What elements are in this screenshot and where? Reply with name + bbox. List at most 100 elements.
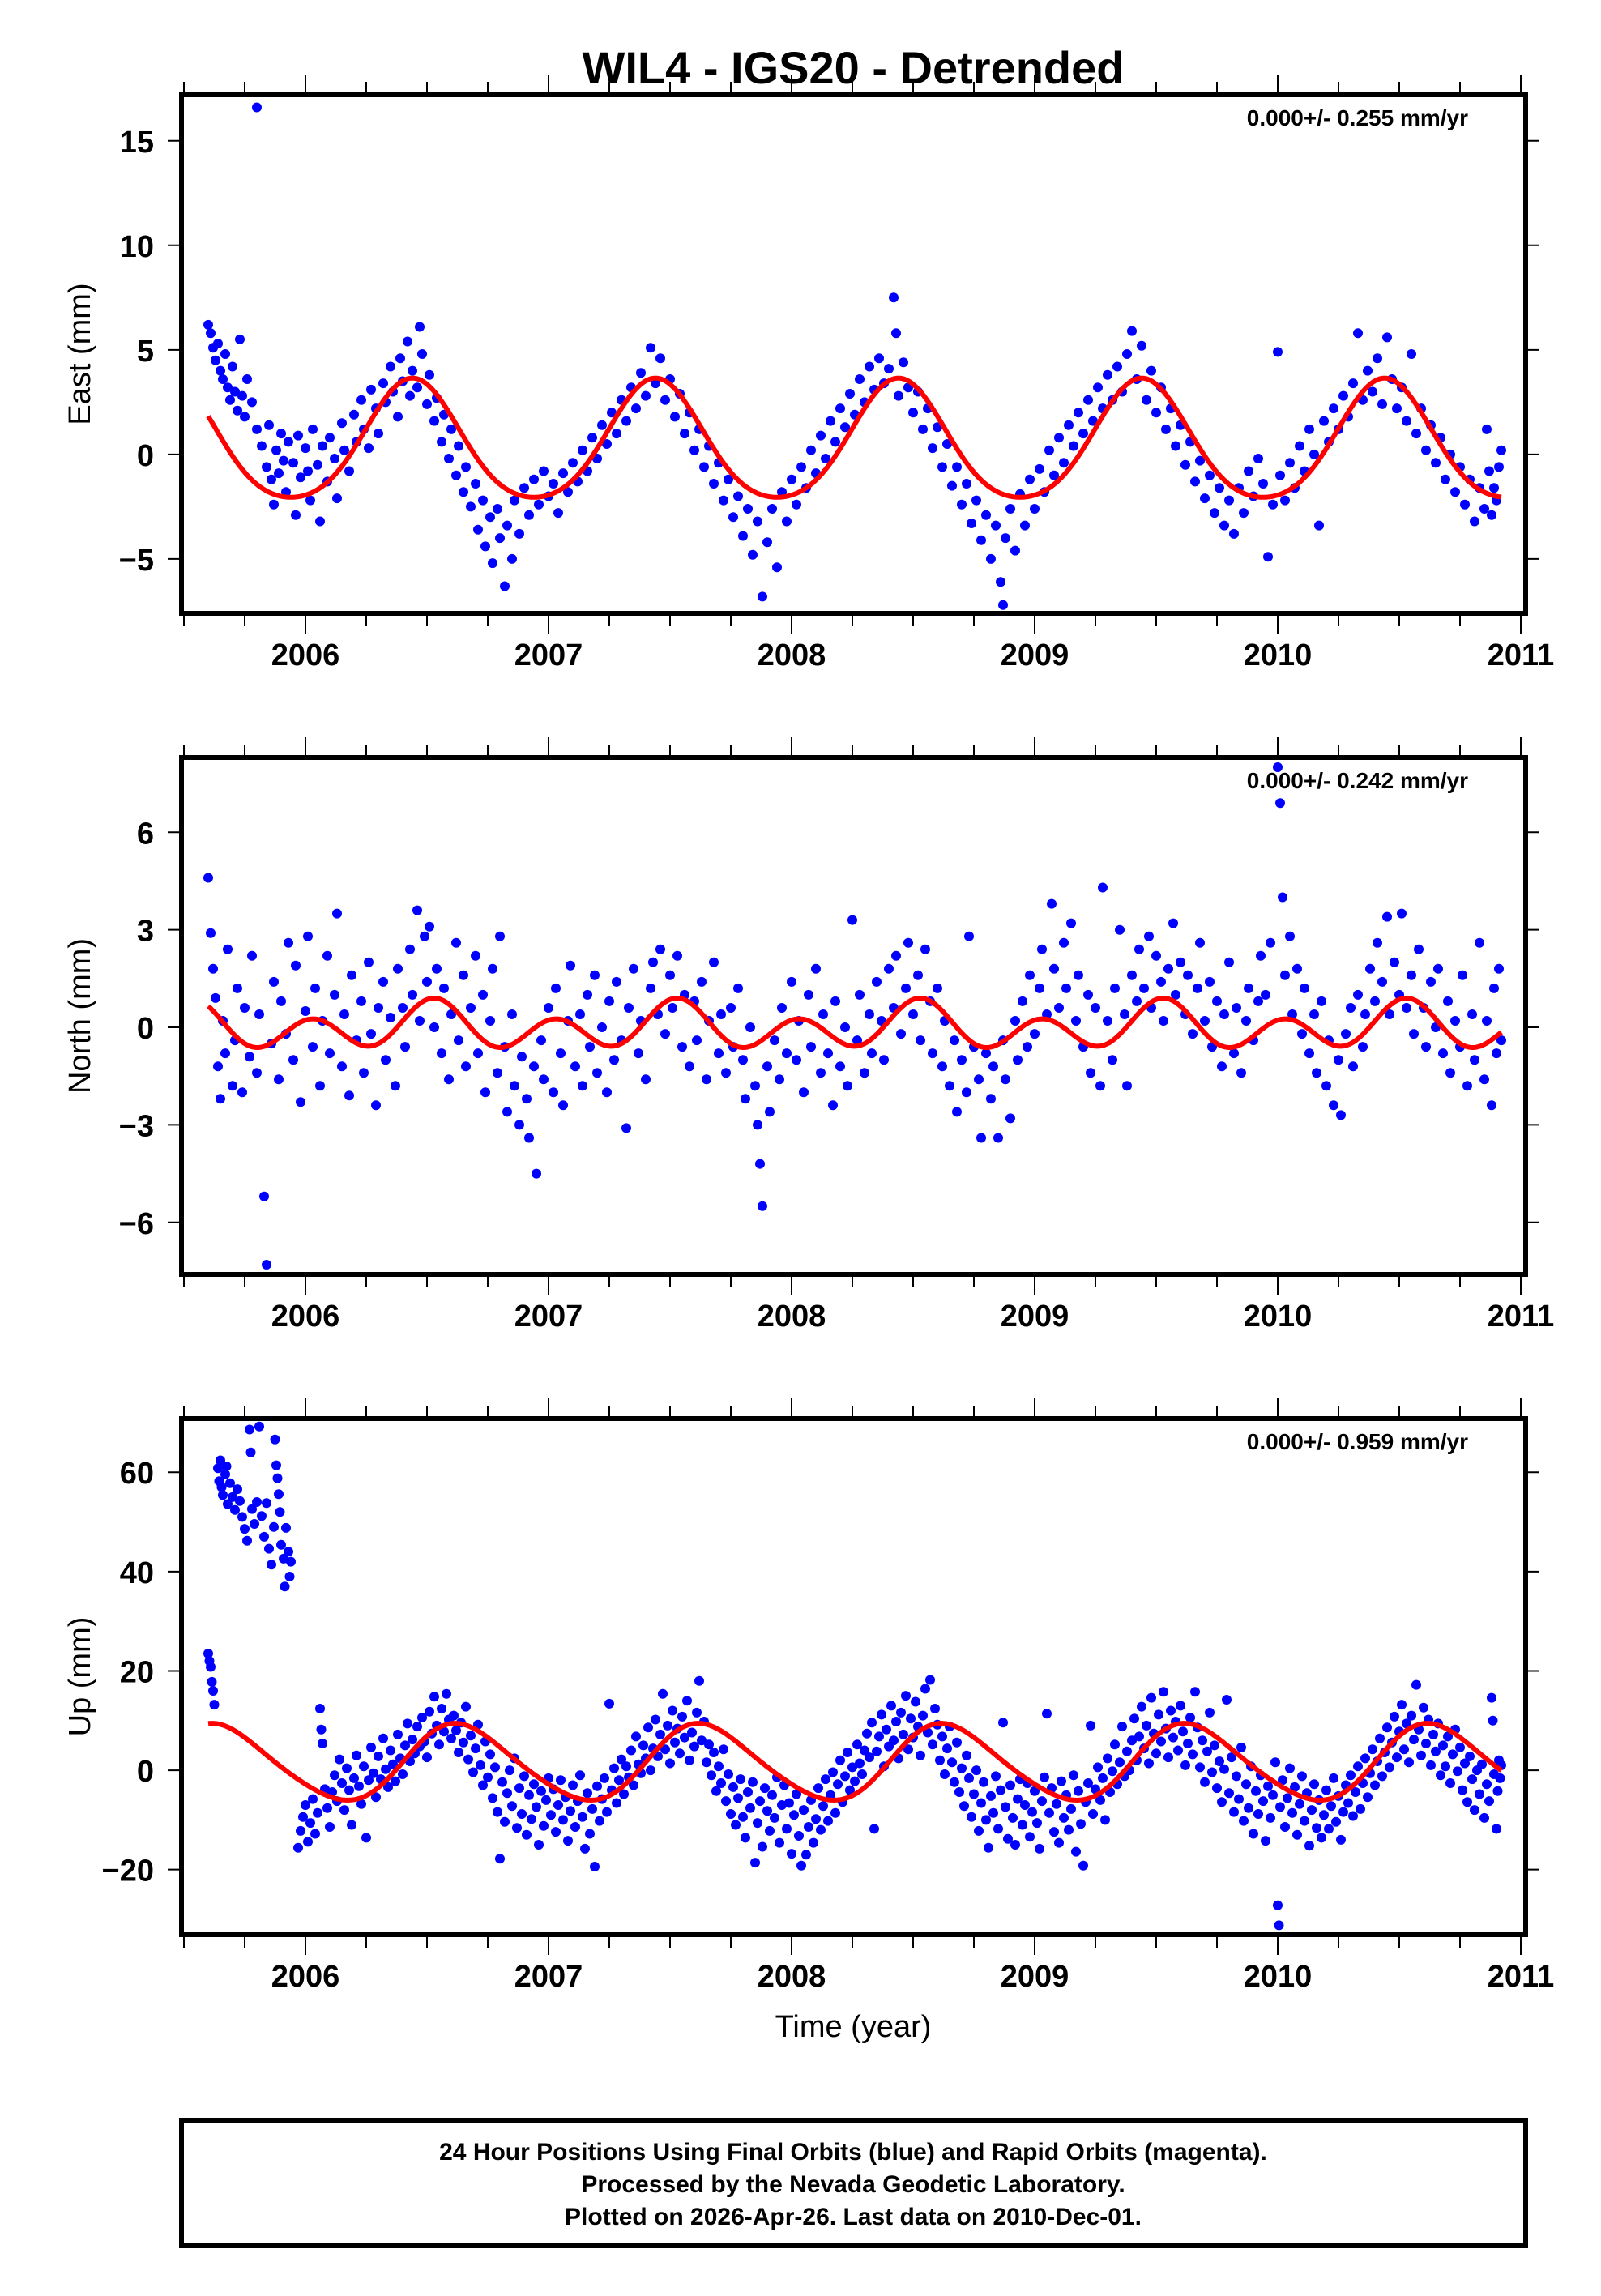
up-data-point (223, 1499, 233, 1509)
east-data-point (405, 390, 415, 401)
north-data-point (408, 989, 417, 1000)
north-data-point (646, 983, 655, 993)
x-tick-label: 2010 (1244, 1300, 1313, 1334)
east-data-point (230, 386, 240, 397)
east-data-point (1059, 458, 1069, 468)
east-data-point (840, 422, 850, 433)
up-data-points (203, 1421, 1506, 1931)
up-data-point (471, 1743, 480, 1754)
east-data-point (1338, 390, 1348, 401)
up-data-point (286, 1556, 296, 1567)
up-data-point (218, 1490, 228, 1500)
up-data-point (1397, 1700, 1407, 1710)
up-data-point (930, 1704, 940, 1713)
up-data-point (369, 1768, 378, 1778)
north-data-point (624, 1003, 634, 1013)
north-data-point (1224, 957, 1234, 967)
up-data-point (796, 1860, 806, 1871)
east-data-point (1494, 462, 1504, 472)
east-data-point (344, 466, 354, 476)
up-data-point (1477, 1759, 1487, 1769)
east-data-point (835, 403, 845, 414)
up-data-point (833, 1779, 843, 1790)
east-data-point (330, 454, 339, 463)
up-data-point (344, 1785, 354, 1795)
east-data-point (296, 472, 305, 483)
up-data-point (208, 1686, 218, 1696)
east-data-point (991, 520, 1001, 531)
up-data-point (721, 1796, 731, 1807)
up-data-point (1156, 1736, 1166, 1747)
up-data-point (1249, 1829, 1258, 1839)
north-data-point (1127, 970, 1137, 980)
up-data-point (981, 1815, 991, 1825)
east-data-point (1479, 504, 1489, 514)
north-data-point (988, 1061, 998, 1072)
up-data-point (374, 1751, 383, 1761)
up-data-point (209, 1700, 220, 1710)
east-data-point (981, 510, 991, 520)
north-data-point (1414, 944, 1424, 954)
east-data-point (1083, 395, 1093, 405)
east-data-point (291, 510, 301, 520)
y-tick-label: 0 (137, 1755, 154, 1789)
east-data-point (1239, 508, 1249, 519)
up-data-point (1278, 1775, 1287, 1786)
up-data-point (1363, 1792, 1373, 1803)
east-data-point (899, 357, 908, 368)
north-data-point (993, 1133, 1003, 1143)
up-data-point (553, 1800, 563, 1810)
up-data-point (685, 1755, 694, 1765)
up-data-point (1122, 1746, 1132, 1756)
east-data-point (1210, 508, 1219, 519)
up-data-point (862, 1728, 872, 1739)
north-data-point (952, 1107, 962, 1117)
up-data-point (719, 1744, 728, 1755)
up-data-point (728, 1782, 738, 1792)
up-data-point (952, 1737, 962, 1748)
north-data-point (1266, 937, 1275, 948)
north-data-point (745, 1022, 755, 1032)
up-data-point (847, 1762, 857, 1773)
up-data-point (485, 1749, 495, 1760)
north-data-point (604, 996, 614, 1006)
east-data-point (1127, 326, 1137, 336)
east-data-point (308, 424, 318, 434)
north-data-point (741, 1094, 750, 1104)
up-data-point (1307, 1805, 1317, 1816)
north-data-point (1458, 970, 1467, 980)
east-data-point (364, 443, 374, 454)
north-data-point (1487, 1100, 1496, 1111)
north-data-point (1066, 918, 1076, 928)
up-data-point (665, 1758, 675, 1769)
up-data-point (252, 1497, 262, 1507)
east-data-point (1180, 459, 1190, 470)
north-data-point (583, 989, 592, 1000)
north-data-point (539, 1074, 549, 1085)
up-data-point (1460, 1758, 1470, 1769)
panel-north: 2006 2007 2008 2009 2010 2011 −6 −3 0 3 6 North (mm… (63, 737, 1554, 1334)
east-data-point (213, 339, 223, 349)
north-data-point (488, 963, 497, 974)
east-data-point (1219, 520, 1229, 531)
north-data-point (1297, 1029, 1307, 1039)
up-data-point (950, 1777, 959, 1787)
info-line-orbits: 24 Hour Positions Using Final Orbits (bl… (439, 2139, 1267, 2166)
up-data-point (1071, 1846, 1081, 1857)
north-data-point (709, 957, 719, 967)
up-data-point (1178, 1726, 1188, 1737)
north-data-point (347, 970, 356, 980)
up-data-point (1222, 1695, 1232, 1705)
north-data-point (1115, 924, 1125, 935)
up-data-point (459, 1737, 468, 1748)
up-data-point (354, 1781, 364, 1791)
up-data-point (269, 1521, 279, 1532)
up-data-point (1129, 1713, 1139, 1724)
east-data-point (1273, 347, 1283, 357)
east-data-point (408, 365, 417, 376)
up-data-point (979, 1777, 988, 1787)
up-data-point (220, 1469, 230, 1479)
north-data-point (1467, 1009, 1477, 1019)
north-data-point (1329, 1100, 1338, 1111)
up-data-point (760, 1783, 770, 1794)
